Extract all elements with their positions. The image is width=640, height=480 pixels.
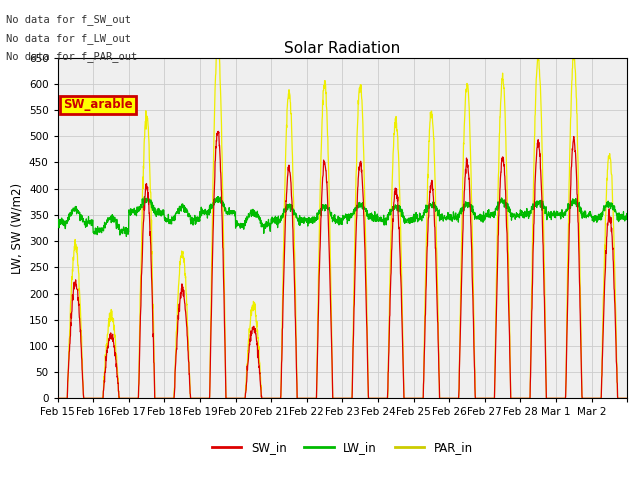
Title: Solar Radiation: Solar Radiation (284, 41, 401, 57)
Text: SW_arable: SW_arable (63, 98, 133, 111)
Legend: SW_in, LW_in, PAR_in: SW_in, LW_in, PAR_in (207, 436, 477, 459)
Text: No data for f_PAR_out: No data for f_PAR_out (6, 51, 138, 62)
Y-axis label: LW, SW (W/m2): LW, SW (W/m2) (10, 182, 23, 274)
Text: No data for f_SW_out: No data for f_SW_out (6, 14, 131, 25)
Text: No data for f_LW_out: No data for f_LW_out (6, 33, 131, 44)
